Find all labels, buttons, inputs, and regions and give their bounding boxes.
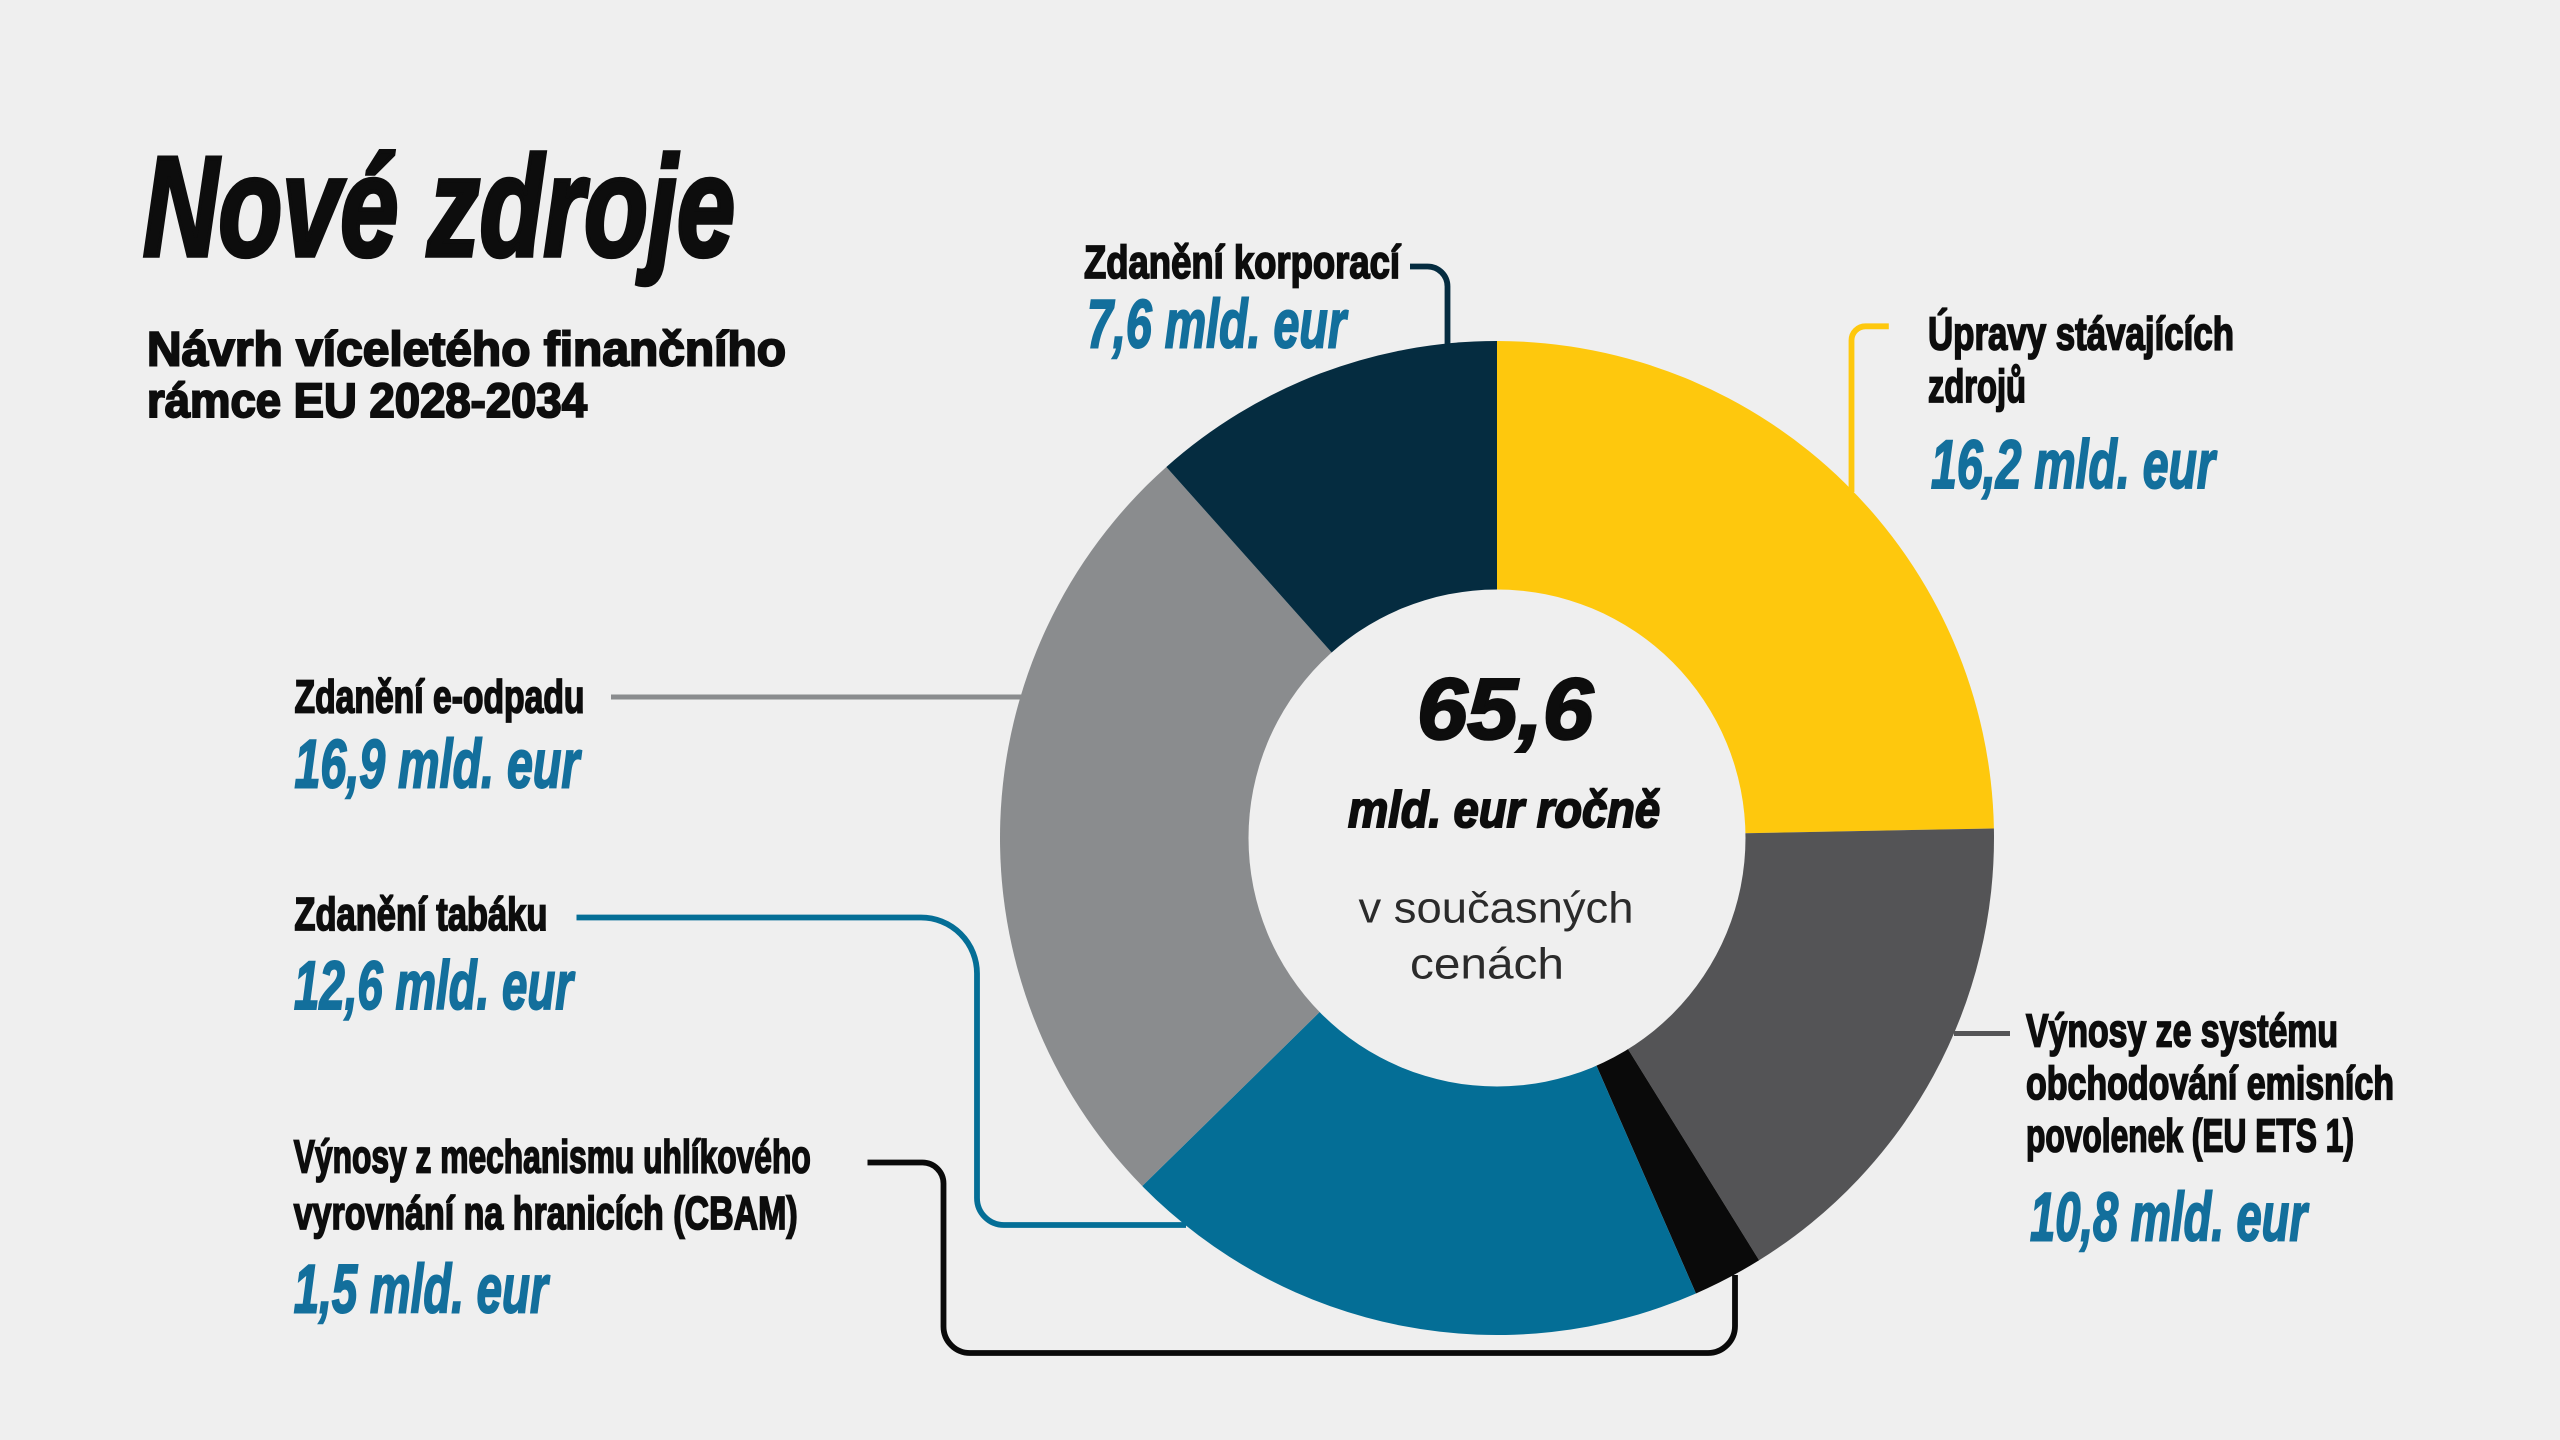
svg-text:Návrh víceletého finančního: Návrh víceletého finančního <box>147 324 786 377</box>
svg-text:zdrojů: zdrojů <box>1928 360 2026 412</box>
svg-text:cenách: cenách <box>1410 940 1564 989</box>
svg-text:16,9 mld. eur: 16,9 mld. eur <box>295 726 582 803</box>
svg-text:Zdanění korporací: Zdanění korporací <box>1084 236 1402 288</box>
svg-text:7,6 mld. eur: 7,6 mld. eur <box>1087 286 1348 363</box>
svg-text:obchodování emisních: obchodování emisních <box>2026 1057 2394 1109</box>
svg-text:Zdanění tabáku: Zdanění tabáku <box>294 888 547 940</box>
svg-text:Úpravy stávajících: Úpravy stávajících <box>1928 307 2234 359</box>
svg-text:10,8 mld. eur: 10,8 mld. eur <box>2030 1179 2309 1256</box>
svg-text:Nové zdroje: Nové zdroje <box>143 128 735 287</box>
svg-text:65,6: 65,6 <box>1417 662 1594 758</box>
svg-text:1,5 mld. eur: 1,5 mld. eur <box>294 1251 550 1328</box>
svg-text:v současných: v současných <box>1359 884 1634 933</box>
svg-text:Výnosy ze systému: Výnosy ze systému <box>2026 1005 2338 1057</box>
svg-text:povolenek (EU ETS 1): povolenek (EU ETS 1) <box>2026 1109 2354 1161</box>
svg-text:rámce EU 2028-2034: rámce EU 2028-2034 <box>147 375 587 428</box>
svg-text:Zdanění e-odpadu: Zdanění e-odpadu <box>295 671 585 723</box>
svg-text:16,2 mld. eur: 16,2 mld. eur <box>1931 426 2217 503</box>
svg-text:12,6 mld. eur: 12,6 mld. eur <box>294 947 575 1024</box>
svg-text:mld. eur ročně: mld. eur ročně <box>1348 781 1660 838</box>
svg-text:vyrovnání na hranicích (CBAM): vyrovnání na hranicích (CBAM) <box>294 1187 798 1239</box>
svg-text:Výnosy z mechanismu uhlíkového: Výnosy z mechanismu uhlíkového <box>294 1131 811 1183</box>
